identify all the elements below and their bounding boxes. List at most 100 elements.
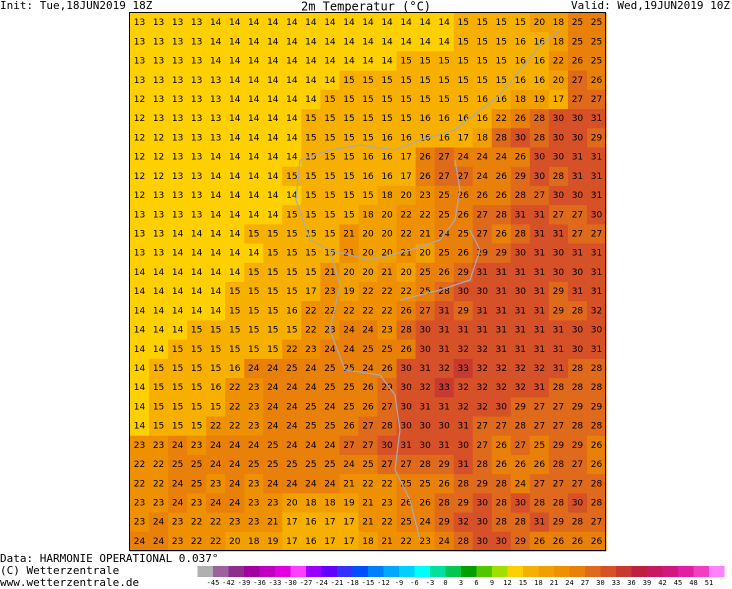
temperature-value: 29 (553, 518, 565, 528)
temperature-cell (453, 339, 474, 360)
temperature-value: 19 (534, 95, 546, 105)
temperature-value: 27 (457, 172, 468, 182)
temperature-cell (187, 282, 207, 302)
temperature-value: 28 (572, 518, 584, 528)
temperature-cell (510, 166, 531, 187)
temperature-value: 14 (267, 114, 279, 124)
temperature-value: 14 (248, 172, 260, 182)
temperature-value: 31 (553, 229, 564, 239)
temperature-cell (434, 474, 455, 494)
border-line (295, 159, 421, 541)
colorbar-segment (492, 566, 508, 577)
temperature-cell (263, 282, 283, 302)
temperature-cell (206, 512, 226, 533)
temperature-value: 14 (229, 57, 241, 67)
temperature-value: 15 (324, 133, 335, 143)
temperature-value: 15 (343, 210, 354, 220)
temperature-cell (301, 185, 321, 206)
temperature-cell (491, 531, 512, 552)
temperature-cell (244, 301, 264, 321)
temperature-value: 29 (457, 306, 469, 316)
temperature-cell (377, 474, 398, 494)
temperature-value: 22 (191, 518, 202, 528)
temperature-value: 14 (286, 133, 298, 143)
temperature-value: 24 (286, 441, 298, 451)
temperature-cell (206, 397, 226, 417)
temperature-value: 14 (134, 383, 146, 393)
temperature-cell (168, 109, 188, 129)
temperature-cell (149, 531, 169, 552)
temperature-cell (548, 531, 569, 552)
temperature-cell (396, 166, 417, 187)
temperature-value: 14 (324, 18, 336, 28)
temperature-cell (434, 147, 455, 168)
temperature-cell (415, 531, 436, 552)
temperature-cell (206, 320, 226, 341)
temperature-value: 21 (381, 537, 392, 547)
temperature-value: 14 (324, 57, 336, 67)
temperature-cell (225, 166, 245, 187)
temperature-value: 14 (191, 306, 203, 316)
temperature-cell (548, 358, 569, 379)
temperature-cell (130, 51, 150, 72)
temperature-cell (339, 224, 359, 245)
temperature-value: 25 (172, 460, 183, 470)
temperature-value: 14 (134, 364, 146, 374)
temperature-value: 14 (286, 18, 298, 28)
temperature-cell (548, 320, 569, 341)
temperature-value: 23 (248, 383, 259, 393)
colorbar-segment (414, 566, 430, 577)
temperature-cell (548, 243, 569, 264)
temperature-cell (567, 339, 588, 360)
temperature-value: 19 (267, 537, 279, 547)
temperature-cell (453, 512, 474, 533)
temperature-cell (586, 378, 607, 398)
temperature-value: 13 (134, 210, 145, 220)
temperature-cell (529, 301, 550, 321)
temperature-value: 14 (248, 153, 260, 163)
temperature-value: 27 (572, 229, 583, 239)
temperature-value: 14 (267, 191, 279, 201)
temperature-cell (130, 512, 150, 533)
temperature-value: 15 (267, 326, 278, 336)
temperature-value: 22 (153, 460, 164, 470)
temperature-cell (377, 70, 398, 91)
temperature-cell (434, 301, 455, 321)
temperature-value: 28 (534, 114, 546, 124)
temperature-cell (548, 166, 569, 187)
temperature-value: 23 (248, 518, 259, 528)
temperature-cell (282, 378, 302, 398)
temperature-value: 27 (477, 210, 488, 220)
temperature-cell (282, 89, 302, 110)
temperature-value: 22 (210, 537, 221, 547)
temperature-cell (586, 166, 607, 187)
temperature-cell (453, 109, 474, 129)
temperature-cell (434, 416, 455, 437)
temperature-value: 14 (267, 18, 279, 28)
temperature-value: 16 (477, 95, 489, 105)
temperature-value: 27 (572, 210, 583, 220)
temperature-value: 14 (229, 191, 241, 201)
colorbar-segment (461, 566, 477, 577)
temperature-cell (206, 416, 226, 437)
colorbar-segment (399, 566, 415, 577)
temperature-value: 27 (553, 479, 564, 489)
temperature-value: 27 (343, 441, 354, 451)
temperature-cell (415, 493, 436, 514)
temperature-cell (282, 262, 302, 283)
temperature-value: 16 (515, 37, 527, 47)
temperature-value: 13 (191, 37, 202, 47)
temperature-value: 13 (172, 18, 183, 28)
temperature-cell (415, 224, 436, 245)
temperature-value: 27 (553, 210, 564, 220)
temperature-cell (586, 416, 607, 437)
temperature-cell (529, 128, 550, 148)
temperature-cell (130, 262, 150, 283)
temperature-value: 27 (381, 460, 392, 470)
temperature-cell (567, 454, 588, 475)
temperature-value: 24 (343, 460, 355, 470)
temperature-value: 29 (572, 441, 584, 451)
temperature-value: 21 (324, 268, 335, 278)
temperature-value: 24 (286, 402, 298, 412)
temperature-cell (225, 224, 245, 245)
